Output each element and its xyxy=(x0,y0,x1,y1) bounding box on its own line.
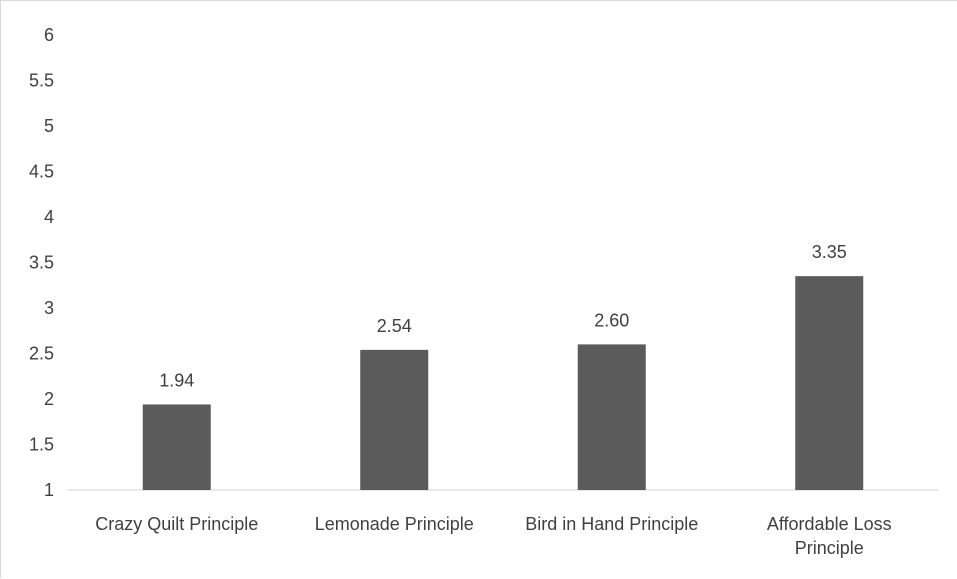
bar xyxy=(795,276,864,490)
category-label: Lemonade Principle xyxy=(315,514,474,534)
category-label: Bird in Hand Principle xyxy=(525,514,698,534)
y-tick-label: 2 xyxy=(44,389,54,409)
y-tick-label: 3.5 xyxy=(29,253,54,273)
bar xyxy=(360,349,429,490)
bar xyxy=(577,344,646,490)
bar xyxy=(142,404,211,490)
data-label: 1.94 xyxy=(159,370,194,390)
data-label: 2.54 xyxy=(377,316,412,336)
y-tick-label: 2.5 xyxy=(29,344,54,364)
y-tick-label: 1 xyxy=(44,480,54,500)
data-label: 2.60 xyxy=(594,310,629,330)
data-label: 3.35 xyxy=(812,242,847,262)
y-tick-label: 4.5 xyxy=(29,162,54,182)
category-label: Principle xyxy=(795,538,864,558)
y-tick-label: 5 xyxy=(44,116,54,136)
y-tick-label: 3 xyxy=(44,298,54,318)
y-tick-label: 1.5 xyxy=(29,435,54,455)
category-label: Affordable Loss xyxy=(767,514,892,534)
y-tick-label: 6 xyxy=(44,25,54,45)
y-tick-label: 4 xyxy=(44,207,54,227)
y-tick-label: 5.5 xyxy=(29,71,54,91)
category-label: Crazy Quilt Principle xyxy=(95,514,258,534)
